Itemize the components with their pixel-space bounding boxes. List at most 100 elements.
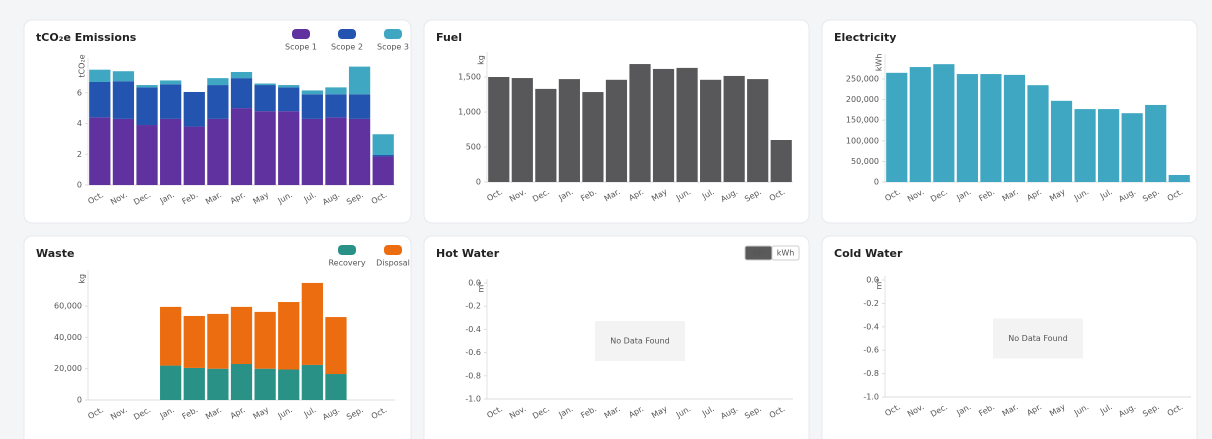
bar-segment — [112, 118, 135, 185]
bar-segment — [207, 118, 229, 185]
y-tick-label: 200,000 — [846, 95, 879, 104]
y-tick-label: 0 — [77, 396, 82, 405]
legend-swatch — [384, 245, 402, 255]
bar-segment — [325, 374, 347, 400]
bar — [605, 79, 628, 182]
bar — [1145, 104, 1167, 182]
bar-segment — [372, 134, 394, 156]
bar-segment — [254, 311, 276, 369]
legend-label: Scope 3 — [377, 43, 409, 52]
no-data-message: No Data Found — [1008, 334, 1068, 343]
chart-title: Fuel — [436, 31, 462, 44]
bar-segment — [136, 125, 158, 185]
bar — [676, 67, 698, 182]
bar-segment — [325, 87, 347, 95]
y-axis-label: kg — [78, 274, 87, 284]
bar-segment — [278, 85, 300, 88]
bar-segment — [207, 313, 229, 369]
y-tick-label: 6 — [77, 88, 82, 97]
bar-segment — [348, 118, 371, 185]
bar-segment — [160, 306, 182, 366]
bar-segment — [89, 117, 111, 185]
bar — [1121, 113, 1143, 182]
y-tick-label: 0.0 — [866, 276, 879, 285]
y-tick-label: 2 — [77, 150, 82, 159]
y-tick-label: 250,000 — [846, 75, 879, 84]
bar-segment — [183, 91, 205, 127]
bar-segment — [207, 78, 229, 86]
bar-segment — [230, 364, 253, 400]
bar-segment — [160, 365, 182, 400]
bar-segment — [301, 282, 323, 365]
bar-segment — [207, 368, 229, 400]
bar-segment — [112, 71, 135, 82]
bar-segment — [254, 368, 276, 400]
y-tick-label: -0.4 — [863, 322, 879, 331]
bar-segment — [325, 117, 347, 185]
bar-segment — [301, 90, 323, 95]
bar — [1074, 109, 1096, 182]
bar-segment — [89, 81, 111, 118]
bar — [1098, 109, 1120, 182]
bar — [1027, 85, 1049, 182]
y-tick-label: 100,000 — [846, 136, 879, 145]
y-tick-label: 1,000 — [458, 108, 481, 117]
bar-segment — [183, 367, 205, 400]
no-data-box — [993, 318, 1083, 359]
legend-swatch — [292, 29, 310, 39]
bar-segment — [278, 111, 300, 185]
y-tick-label: -0.8 — [465, 371, 481, 380]
bar — [629, 64, 651, 182]
y-tick-label: -0.2 — [465, 302, 481, 311]
y-tick-label: -0.6 — [465, 348, 481, 357]
chart-title: Hot Water — [436, 247, 500, 260]
y-axis-label: m³ — [875, 279, 884, 290]
bar-segment — [301, 94, 323, 119]
legend-swatch — [338, 29, 356, 39]
bar-segment — [254, 85, 276, 112]
toggle-label[interactable]: m³ — [753, 249, 764, 258]
bar-segment — [278, 302, 300, 370]
y-axis-label: kg — [477, 55, 486, 65]
chart-title: Electricity — [834, 31, 896, 44]
bar — [956, 74, 978, 182]
y-tick-label: -0.2 — [863, 299, 879, 308]
bar — [558, 79, 580, 182]
bar-segment — [254, 83, 276, 86]
chart-title: Cold Water — [834, 247, 903, 260]
bar-segment — [112, 81, 135, 119]
legend-swatch — [338, 245, 356, 255]
y-tick-label: -1.0 — [465, 395, 481, 404]
y-tick-label: 4 — [77, 119, 82, 128]
bar — [747, 79, 769, 182]
chart-title: tCO₂e Emissions — [36, 31, 137, 44]
toggle-button[interactable] — [771, 245, 800, 261]
toggle-label[interactable]: kWh — [777, 249, 795, 258]
bar-segment — [230, 306, 253, 365]
bar-segment — [183, 126, 205, 185]
bar — [770, 140, 792, 182]
y-tick-label: 50,000 — [851, 157, 879, 166]
y-axis-label: m³ — [477, 282, 486, 293]
bar-segment — [348, 66, 371, 95]
bar-segment — [348, 94, 371, 119]
y-tick-label: 1,500 — [458, 73, 481, 82]
y-tick-label: -0.8 — [863, 369, 879, 378]
bar — [980, 74, 1002, 182]
y-axis-label: kWh — [875, 54, 884, 72]
y-tick-label: 0 — [476, 178, 481, 187]
bar-segment — [89, 69, 111, 82]
bar-segment — [160, 118, 182, 185]
bar — [488, 77, 510, 182]
legend-swatch — [384, 29, 402, 39]
bar — [933, 64, 955, 182]
bar-segment — [136, 85, 158, 88]
no-data-box — [595, 321, 685, 361]
bar-segment — [325, 94, 347, 118]
no-data-message: No Data Found — [610, 337, 670, 346]
bar-segment — [230, 78, 253, 109]
y-tick-label: 150,000 — [846, 116, 879, 125]
bar — [886, 72, 908, 182]
bar-segment — [207, 85, 229, 119]
